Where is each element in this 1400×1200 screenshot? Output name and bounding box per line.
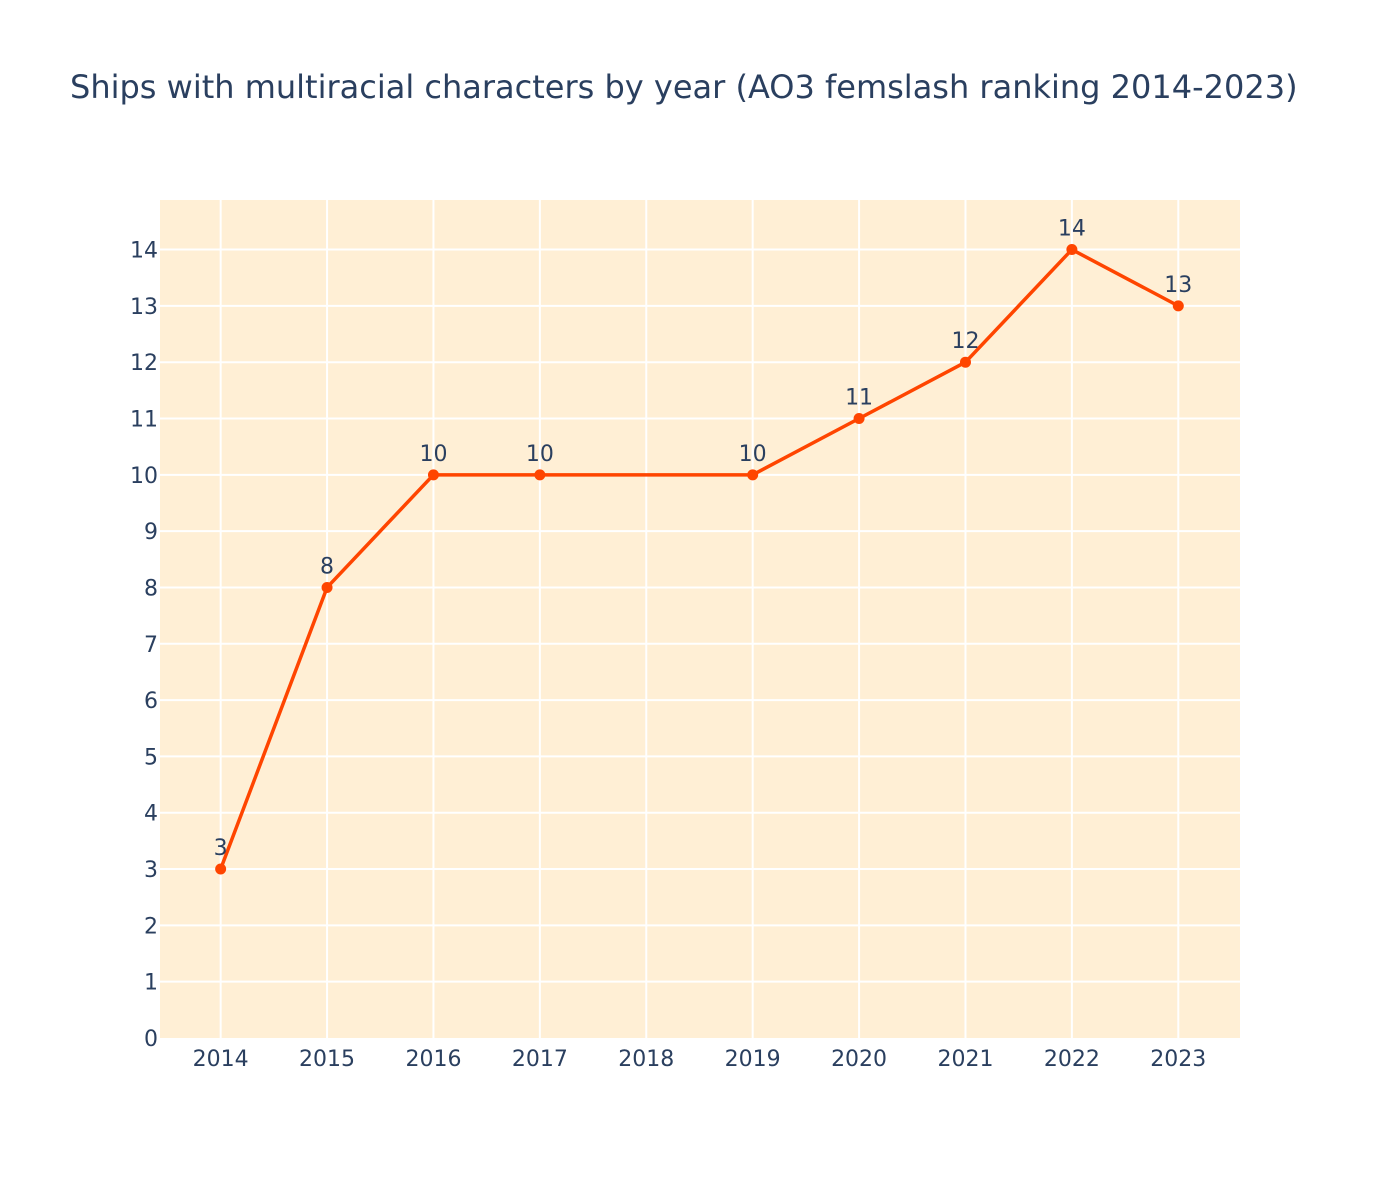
data-point	[215, 863, 227, 875]
data-label: 10	[739, 442, 767, 467]
x-tick-label: 2022	[1044, 1047, 1100, 1072]
x-tick-label: 2019	[725, 1047, 781, 1072]
data-point	[321, 581, 333, 593]
data-point	[427, 469, 439, 481]
y-tick-label: 1	[144, 971, 158, 996]
x-tick-label: 2021	[937, 1047, 993, 1072]
plot-background	[160, 200, 1240, 1038]
data-point	[853, 413, 865, 425]
y-tick-label: 5	[144, 745, 158, 770]
x-tick-label: 2023	[1150, 1047, 1206, 1072]
data-label: 3	[214, 836, 228, 861]
data-point	[534, 469, 546, 481]
chart-title: Ships with multiracial characters by yea…	[70, 68, 1298, 106]
x-tick-label: 2016	[405, 1047, 461, 1072]
data-label: 14	[1058, 217, 1086, 242]
data-point	[747, 469, 759, 481]
y-tick-label: 11	[130, 408, 158, 433]
x-tick-label: 2020	[831, 1047, 887, 1072]
data-point	[1066, 244, 1078, 256]
series-layer: 3 8 10 10 10 11 12 14 13	[214, 217, 1192, 875]
y-tick-label: 13	[130, 295, 158, 320]
y-tick-label: 12	[130, 351, 158, 376]
data-label: 13	[1164, 273, 1192, 298]
data-label: 12	[951, 329, 979, 354]
y-tick-label: 7	[144, 633, 158, 658]
x-gridlines	[219, 200, 1180, 1038]
y-tick-label: 9	[144, 520, 158, 545]
data-point	[959, 356, 971, 368]
data-label: 10	[526, 442, 554, 467]
y-tick-label: 2	[144, 914, 158, 939]
x-tick-label: 2015	[299, 1047, 355, 1072]
y-tick-label: 3	[144, 858, 158, 883]
y-tick-label: 10	[130, 464, 158, 489]
y-tick-label: 6	[144, 689, 158, 714]
y-tick-label: 8	[144, 576, 158, 601]
x-axis-ticks: 2014 2015 2016 2017 2018 2019 2020 2021 2022 2023	[193, 1047, 1207, 1072]
y-tick-label: 4	[144, 802, 158, 827]
x-tick-label: 2014	[193, 1047, 249, 1072]
data-label: 8	[320, 554, 334, 579]
x-tick-label: 2018	[618, 1047, 674, 1072]
data-point	[1172, 300, 1184, 312]
x-tick-label: 2017	[512, 1047, 568, 1072]
data-label: 10	[419, 442, 447, 467]
y-gridlines	[160, 248, 1240, 983]
data-label: 11	[845, 386, 873, 411]
y-tick-label: 14	[130, 239, 158, 264]
y-tick-label: 0	[144, 1027, 158, 1052]
